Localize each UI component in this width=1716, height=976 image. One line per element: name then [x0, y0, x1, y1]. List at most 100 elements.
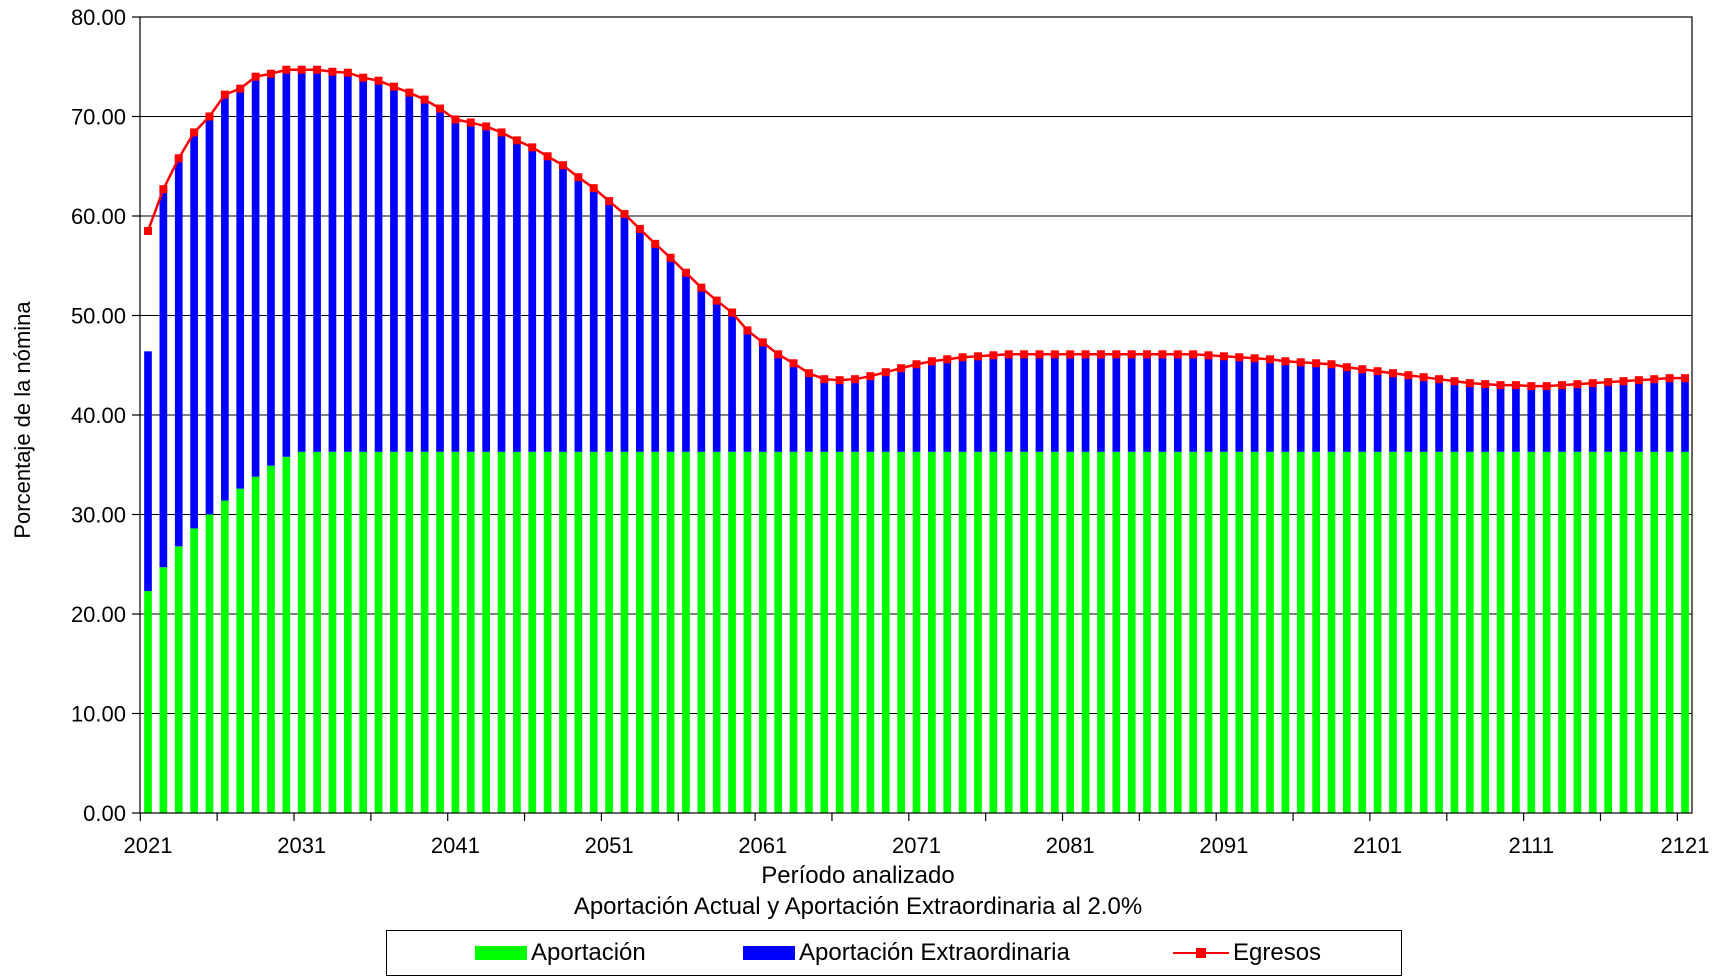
bar-aportacion	[1558, 451, 1566, 813]
bar-aportacion-extraordinaria	[221, 94, 229, 501]
bar-aportacion	[1035, 451, 1044, 813]
bar-aportacion	[390, 451, 398, 813]
bar-aportacion-extraordinaria	[343, 72, 352, 452]
bar-aportacion	[313, 451, 321, 813]
bar-aportacion-extraordinaria	[297, 69, 306, 452]
egresos-marker	[558, 161, 567, 170]
bar-aportacion-extraordinaria	[1281, 361, 1290, 452]
egresos-marker	[881, 368, 890, 377]
bar-aportacion-extraordinaria	[543, 156, 552, 452]
x-tick-label: 2021	[124, 833, 173, 858]
egresos-marker	[1481, 380, 1490, 389]
bar-aportacion-extraordinaria	[420, 99, 429, 452]
x-tick-label: 2041	[431, 833, 480, 858]
bar-aportacion	[1681, 451, 1689, 813]
egresos-marker	[297, 65, 306, 74]
egresos-marker	[697, 283, 706, 292]
legend-item-egresos: Egresos	[1173, 931, 1321, 975]
egresos-marker	[512, 136, 521, 145]
bar-aportacion	[774, 451, 783, 813]
legend-label-aportacion-extraordinaria: Aportación Extraordinaria	[799, 939, 1070, 966]
egresos-marker	[589, 184, 598, 193]
bar-aportacion	[1389, 451, 1397, 813]
bar-aportacion-extraordinaria	[666, 257, 675, 452]
bar-aportacion-extraordinaria	[1481, 384, 1490, 452]
bar-aportacion	[1097, 451, 1105, 813]
bar-aportacion	[282, 456, 291, 813]
plot-frame	[139, 16, 1693, 814]
bar-aportacion	[528, 451, 537, 813]
egresos-marker	[1511, 381, 1520, 390]
bar-aportacion	[1573, 451, 1582, 813]
egresos-marker	[651, 239, 660, 248]
bar-aportacion	[1081, 451, 1090, 813]
bar-aportacion	[1604, 451, 1612, 813]
egresos-marker	[1004, 350, 1013, 359]
egresos-marker	[835, 376, 844, 385]
egresos-marker	[804, 369, 813, 378]
bar-aportacion	[1327, 451, 1336, 813]
bar-aportacion	[928, 451, 936, 813]
bar-aportacion-extraordinaria	[528, 147, 537, 452]
bar-aportacion-extraordinaria	[282, 69, 291, 457]
bar-aportacion-extraordinaria	[651, 243, 660, 452]
bar-aportacion-extraordinaria	[1435, 379, 1443, 452]
bar-aportacion-extraordinaria	[1588, 383, 1597, 452]
y-tick-label: 80.00	[71, 5, 126, 30]
egresos-marker	[1189, 350, 1198, 359]
legend-swatch-egresos	[1173, 946, 1229, 960]
bar-aportacion-extraordinaria	[1081, 354, 1090, 452]
bar-aportacion	[328, 451, 337, 813]
bar-aportacion-extraordinaria	[712, 300, 721, 452]
bar-aportacion	[574, 451, 583, 813]
x-tick-label: 2111	[1508, 833, 1554, 858]
bar-aportacion	[712, 451, 721, 813]
bar-aportacion-extraordinaria	[405, 92, 414, 452]
bar-aportacion-extraordinaria	[313, 69, 321, 452]
egresos-marker	[1096, 350, 1105, 359]
y-tick-label: 60.00	[71, 204, 126, 229]
bar-aportacion-extraordinaria	[1173, 354, 1182, 452]
egresos-marker	[328, 67, 337, 76]
bar-aportacion-extraordinaria	[820, 379, 829, 452]
bar-aportacion-extraordinaria	[897, 368, 905, 452]
bar-aportacion-extraordinaria	[1389, 373, 1397, 452]
bar-aportacion	[374, 451, 383, 813]
bar-aportacion	[451, 451, 460, 813]
bar-aportacion-extraordinaria	[574, 177, 583, 452]
bar-aportacion-extraordinaria	[1542, 386, 1551, 452]
egresos-marker	[1250, 354, 1259, 363]
bar-aportacion-extraordinaria	[1020, 354, 1028, 452]
bar-aportacion-extraordinaria	[1004, 354, 1013, 452]
bar-aportacion	[236, 488, 245, 813]
bar-aportacion	[666, 451, 675, 813]
bar-aportacion	[1312, 451, 1320, 813]
bar-aportacion	[974, 451, 982, 813]
egresos-marker	[1435, 375, 1444, 384]
egresos-marker	[1235, 353, 1244, 362]
egresos-marker	[712, 296, 721, 305]
bar-aportacion-extraordinaria	[943, 359, 952, 452]
bar-aportacion	[958, 451, 967, 813]
egresos-marker	[436, 104, 445, 113]
egresos-marker	[466, 118, 475, 127]
x-tick-label: 2081	[1046, 833, 1095, 858]
bar-aportacion-extraordinaria	[1635, 380, 1643, 452]
bar-aportacion-extraordinaria	[1050, 354, 1059, 452]
bar-aportacion-extraordinaria	[251, 76, 260, 477]
egresos-marker	[1419, 373, 1428, 382]
egresos-marker	[1173, 350, 1182, 359]
bar-aportacion	[251, 476, 260, 813]
egresos-marker	[313, 65, 322, 74]
egresos-marker	[528, 143, 537, 152]
bar-aportacion-extraordinaria	[1450, 381, 1459, 452]
bar-aportacion	[297, 451, 306, 813]
x-tick-label: 2101	[1353, 833, 1402, 858]
bar-aportacion	[559, 451, 567, 813]
bar-aportacion	[1450, 451, 1459, 813]
legend-item-aportacion: Aportación	[475, 931, 646, 975]
bar-aportacion-extraordinaria	[1373, 371, 1382, 452]
bar-aportacion-extraordinaria	[1035, 354, 1044, 452]
bar-aportacion	[758, 451, 767, 813]
bar-aportacion-extraordinaria	[236, 88, 245, 489]
